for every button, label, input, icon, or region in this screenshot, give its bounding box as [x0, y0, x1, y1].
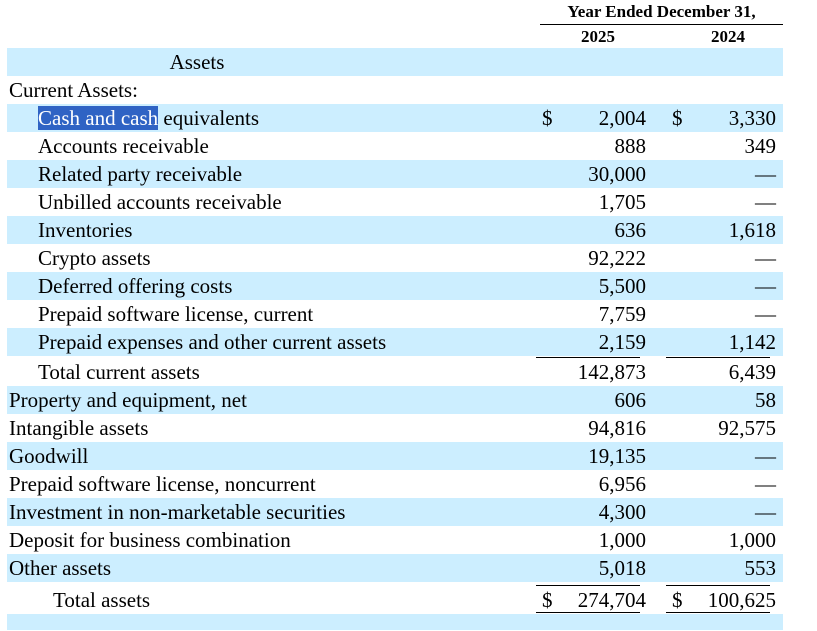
value-2024: — [755, 472, 776, 496]
value-2025: 606 [614, 388, 647, 412]
value-2025: 94,816 [588, 416, 646, 440]
table-row: Property and equipment, net 606 58 [7, 386, 783, 414]
value-2024: — [755, 246, 776, 270]
row-label: Prepaid expenses and other current asset… [38, 330, 387, 354]
table-row: Crypto assets 92,222 — [7, 244, 783, 272]
table-row: Prepaid expenses and other current asset… [7, 328, 783, 356]
row-label: Other assets [9, 556, 112, 580]
row-label[interactable]: Cash and cash equivalents [38, 104, 259, 132]
value-2025: 1,705 [598, 190, 646, 214]
value-2024: 1,618 [728, 218, 776, 242]
label-rest[interactable]: equivalents [158, 106, 260, 130]
selected-text[interactable]: Cash and cash [38, 106, 159, 130]
table-row: Deferred offering costs 5,500 — [7, 272, 783, 300]
value-2024: 100,625 [707, 588, 776, 612]
row-label: Investment in non-marketable securities [9, 500, 346, 524]
row-label: Inventories [38, 218, 133, 242]
row-label: Prepaid software license, noncurrent [9, 472, 316, 496]
value-2024: — [755, 190, 776, 214]
value-2025: 1,000 [598, 528, 646, 552]
table-row-total-assets: Total assets $ 274,704 $ 100,625 [7, 586, 783, 614]
dollar-sign: $ [672, 106, 683, 130]
row-label: Intangible assets [9, 416, 149, 440]
value-2025: 2,004 [598, 106, 646, 130]
row-label: Total current assets [38, 360, 200, 384]
dollar-sign: $ [672, 588, 683, 612]
table-row: Unbilled accounts receivable 1,705 — [7, 188, 783, 216]
value-2024: 92,575 [718, 416, 776, 440]
value-2024: — [755, 302, 776, 326]
dollar-sign: $ [542, 588, 553, 612]
value-2024: 6,439 [728, 360, 776, 384]
value-2024: — [755, 274, 776, 298]
value-2024: — [755, 444, 776, 468]
subtotal-underline [536, 357, 640, 358]
table-row: Other assets 5,018 553 [7, 554, 783, 582]
value-2024: — [755, 500, 776, 524]
table-row: Investment in non-marketable securities … [7, 498, 783, 526]
value-2025: 92,222 [588, 246, 646, 270]
year-2025-header: 2025 [543, 27, 653, 50]
row-label: Accounts receivable [38, 134, 209, 158]
value-2025: 888 [614, 134, 647, 158]
table-row-cash: Cash and cash equivalents $ 2,004 $ 3,33… [7, 104, 783, 132]
table-row: Prepaid software license, current 7,759 … [7, 300, 783, 328]
row-label: Deposit for business combination [9, 528, 291, 552]
table-row: Accounts receivable 888 349 [7, 132, 783, 160]
value-2025: 30,000 [588, 162, 646, 186]
value-2025: 636 [614, 218, 647, 242]
current-assets-heading-row: Current Assets: [7, 76, 783, 104]
table-row: Related party receivable 30,000 — [7, 160, 783, 188]
table-row: Deposit for business combination 1,000 1… [7, 526, 783, 554]
value-2024: — [755, 162, 776, 186]
row-label: Related party receivable [38, 162, 243, 186]
value-2025: 142,873 [577, 360, 646, 384]
table-row: Prepaid software license, noncurrent 6,9… [7, 470, 783, 498]
table-row: Intangible assets 94,816 92,575 [7, 414, 783, 442]
value-2025: 6,956 [598, 472, 646, 496]
subtotal-underline [666, 357, 770, 358]
double-underline [666, 612, 770, 613]
value-2025: 2,159 [598, 330, 646, 354]
value-2025: 7,759 [598, 302, 646, 326]
dollar-sign: $ [542, 106, 553, 130]
value-2024: 349 [744, 134, 777, 158]
value-2025: 274,704 [577, 588, 646, 612]
total-underline [536, 585, 640, 586]
table-row: Inventories 636 1,618 [7, 216, 783, 244]
row-label: Property and equipment, net [9, 388, 247, 412]
double-underline [536, 612, 640, 613]
value-2024: 1,142 [728, 330, 776, 354]
row-label: Crypto assets [38, 246, 151, 270]
value-2025: 4,300 [598, 500, 646, 524]
current-assets-heading: Current Assets: [9, 78, 138, 102]
value-2024: 3,330 [728, 106, 776, 130]
row-label: Goodwill [9, 444, 89, 468]
value-2025: 5,500 [598, 274, 646, 298]
value-2025: 19,135 [588, 444, 646, 468]
row-label: Prepaid software license, current [38, 302, 314, 326]
row-label: Unbilled accounts receivable [38, 190, 282, 214]
section-title-row: Assets [7, 48, 783, 76]
value-2025: 5,018 [598, 556, 646, 580]
table-row-total-current-assets: Total current assets 142,873 6,439 [7, 358, 783, 386]
period-header: Year Ended December 31, [540, 2, 783, 25]
table-row: Goodwill 19,135 — [7, 442, 783, 470]
total-underline [666, 585, 770, 586]
value-2024: 58 [755, 388, 776, 412]
row-label: Total assets [53, 588, 151, 612]
trailing-row [7, 614, 783, 630]
year-2024-header: 2024 [673, 27, 783, 50]
row-label: Deferred offering costs [38, 274, 233, 298]
value-2024: 1,000 [728, 528, 776, 552]
value-2024: 553 [744, 556, 777, 580]
section-title: Assets [169, 50, 225, 74]
